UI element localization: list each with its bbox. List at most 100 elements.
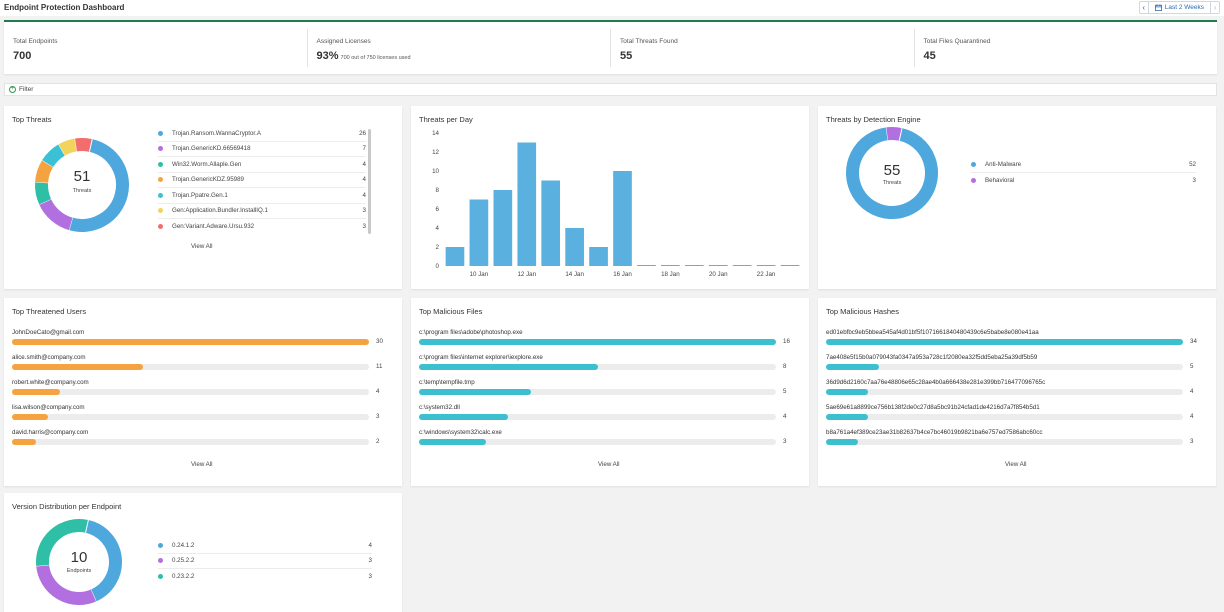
detection-engine-donut: 55 Threats <box>845 126 939 220</box>
bar-11-jan[interactable] <box>493 190 513 266</box>
malicious-hashes-card: Top Malicious Hashes ed01ebfbc9eb5bbea54… <box>818 298 1216 486</box>
legend-color-dot <box>158 224 163 230</box>
x-tick-label: 14 Jan <box>565 271 584 278</box>
legend-label: Gen:Variant.Adware.Ursu.932 <box>172 223 255 231</box>
version-slice-2[interactable] <box>36 519 89 567</box>
threat-legend-item[interactable]: Trojan.Ppatre.Gen.1 4 <box>158 188 366 204</box>
bar-17-jan[interactable] <box>637 265 656 266</box>
date-range-button[interactable]: Last 2 Weeks <box>1149 2 1210 13</box>
bar-12-jan[interactable] <box>517 142 537 267</box>
threat-slice-5[interactable] <box>58 138 78 156</box>
threat-slice-1[interactable] <box>39 198 73 231</box>
view-all-link[interactable]: View All <box>191 243 213 250</box>
stat-label: Total Threats Found <box>620 38 678 45</box>
hash-count: 34 <box>1190 338 1197 345</box>
threats-per-day-card: Threats per Day 0 2 4 6 8 10 12 14 10 Jan 12 Jan 1… <box>411 106 809 289</box>
threat-legend-item[interactable]: Gen:Application.Bundler.InstallIQ.1 3 <box>158 204 366 219</box>
user-count: 4 <box>376 388 380 395</box>
legend-value: 3 <box>368 557 372 565</box>
threat-slice-4[interactable] <box>42 144 66 168</box>
legend-color-dot <box>158 177 163 183</box>
engine-slice-gap <box>885 127 889 141</box>
hash-name: 7ae408e5f15b0a079043fa0347a953a728c1f208… <box>826 354 1038 361</box>
bar-22-jan[interactable] <box>756 265 776 266</box>
view-all-link[interactable]: View All <box>598 461 620 468</box>
file-name: c:\windows\system32\calc.exe <box>419 429 502 436</box>
file-row[interactable]: c:\program files\internet explorer\iexpl… <box>419 354 786 370</box>
engine-legend-item[interactable]: Anti-Malware 52 <box>971 157 1196 173</box>
donut-center-value: 55 <box>883 162 901 179</box>
bar-13-jan[interactable] <box>541 180 561 267</box>
user-row[interactable]: robert.white@company.com 4 <box>12 379 379 395</box>
hash-row[interactable]: 7ae408e5f15b0a079043fa0347a953a728c1f208… <box>826 354 1193 370</box>
bar-9-jan[interactable] <box>445 247 465 266</box>
threat-slice-6[interactable] <box>74 138 93 152</box>
file-name: c:\program files\adobe\photoshop.exe <box>419 329 523 336</box>
user-row[interactable]: david.harris@company.com 2 <box>12 429 379 445</box>
version-legend-item[interactable]: 0.25.2.2 3 <box>158 554 372 569</box>
threat-legend-item[interactable]: Trojan.GenericKDZ.95989 4 <box>158 173 366 188</box>
file-row[interactable]: c:\system32.dll 4 <box>419 404 786 420</box>
user-row[interactable]: lisa.wilson@company.com 3 <box>12 404 379 420</box>
bar-14-jan[interactable] <box>565 228 584 266</box>
version-distribution-legend: 0.24.1.2 4 0.25.2.2 3 0.23.2.2 3 <box>158 538 372 585</box>
threatened-users-card: Top Threatened Users JohnDoeCato@gmail.c… <box>4 298 402 486</box>
version-legend-item[interactable]: 0.24.1.2 4 <box>158 538 372 554</box>
version-distribution-donut: 10 Endpoints <box>35 518 123 606</box>
legend-color-dot <box>158 542 163 548</box>
bar-15-jan[interactable] <box>589 247 608 266</box>
legend-label: 0.24.1.2 <box>172 541 195 549</box>
engine-legend-item[interactable]: Behavioral 3 <box>971 173 1196 189</box>
hash-row[interactable]: 5ae69e61a8899ce756b138f2de0c27d8a5bc91b2… <box>826 404 1193 420</box>
bar-19-jan[interactable] <box>684 265 704 266</box>
user-name: robert.white@company.com <box>12 379 89 386</box>
version-legend-item[interactable]: 0.23.2.2 3 <box>158 569 372 585</box>
add-filter-icon[interactable]: + <box>9 86 16 93</box>
threat-legend-item[interactable]: Gen:Variant.Adware.Ursu.932 3 <box>158 219 366 235</box>
file-bar-fill <box>419 439 486 445</box>
version-slice-0[interactable] <box>85 520 122 602</box>
hash-row[interactable]: b8a761a4ef389ce23ae31b82637b4ce7bc46019b… <box>826 429 1193 445</box>
user-row[interactable]: alice.smith@company.com 11 <box>12 354 382 370</box>
threat-legend-item[interactable]: Win32.Worm.Allaple.Gen 4 <box>158 157 366 173</box>
bar-20-jan[interactable] <box>708 265 728 266</box>
legend-label: 0.23.2.2 <box>172 573 195 581</box>
user-row[interactable]: JohnDoeCato@gmail.com 30 <box>12 329 383 345</box>
previous-range-button[interactable]: ‹ <box>1140 2 1149 13</box>
bar-10-jan[interactable] <box>469 199 489 267</box>
bar-18-jan[interactable] <box>661 265 680 266</box>
donut-center-value: 51 <box>73 168 91 185</box>
hash-row[interactable]: ed01ebfbc9eb5bbea545af4d01bf5f1071661840… <box>826 329 1197 345</box>
bar-23-jan[interactable] <box>780 265 800 266</box>
view-all-link[interactable]: View All <box>1005 461 1027 468</box>
file-bar-track <box>419 414 776 420</box>
x-tick-label: 22 Jan <box>757 271 776 278</box>
page-title: Endpoint Protection Dashboard <box>4 3 125 12</box>
top-bar: Endpoint Protection Dashboard ‹ Last 2 W… <box>0 0 1224 16</box>
threat-legend-item[interactable]: Trojan.GenericKD.66569418 7 <box>158 142 366 157</box>
hash-bar-track <box>826 339 1183 345</box>
next-range-button[interactable]: › <box>1210 2 1219 13</box>
user-bar-track <box>12 364 369 370</box>
hash-bar-track <box>826 414 1183 420</box>
version-slice-1[interactable] <box>36 564 97 605</box>
bar-21-jan[interactable] <box>732 265 752 266</box>
hash-row[interactable]: 36d9d6d2160c7aa76e48806e65c28ae4b0a66643… <box>826 379 1193 395</box>
engine-slice-0[interactable] <box>846 127 938 219</box>
legend-scrollbar[interactable] <box>368 129 371 234</box>
y-tick-label: 14 <box>432 130 439 137</box>
y-tick-label: 6 <box>436 206 440 213</box>
user-bar-track <box>12 339 369 345</box>
file-row[interactable]: c:\program files\adobe\photoshop.exe 16 <box>419 329 790 345</box>
bar-16-jan[interactable] <box>613 171 632 266</box>
file-row[interactable]: c:\windows\system32\calc.exe 3 <box>419 429 786 445</box>
engine-slice-1[interactable] <box>886 127 903 141</box>
threat-slice-0[interactable] <box>68 139 129 232</box>
view-all-link[interactable]: View All <box>191 461 213 468</box>
filter-bar[interactable]: + Filter <box>4 83 1217 96</box>
stat-total-threats: Total Threats Found 55 <box>611 29 915 67</box>
user-bar-fill <box>12 389 60 395</box>
threat-legend-item[interactable]: Trojan.Ransom.WannaCryptor.A 26 <box>158 126 366 142</box>
malicious-files-card: Top Malicious Files c:\program files\ado… <box>411 298 809 486</box>
file-row[interactable]: c:\temp\tempfile.tmp 5 <box>419 379 786 395</box>
